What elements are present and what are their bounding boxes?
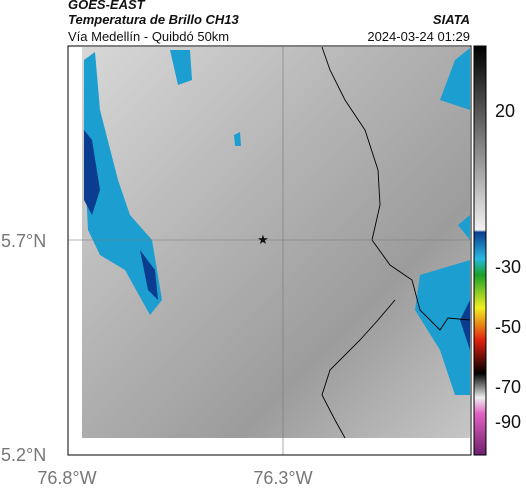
lon-label: 76.3°W xyxy=(253,468,312,488)
colorbar-label: -70 xyxy=(495,377,521,397)
cloud xyxy=(84,52,162,315)
cloud xyxy=(458,215,470,240)
cloud xyxy=(440,48,470,110)
lat-label: 5.2°N xyxy=(1,445,46,465)
cloud xyxy=(415,260,470,395)
colorbar-label: -90 xyxy=(495,412,521,432)
colorbar xyxy=(473,45,487,456)
subtitle: Vía Medellín - Quibdó 50km xyxy=(68,29,229,44)
title: Temperatura de Brillo CH13 xyxy=(68,12,240,27)
lat-label: 5.7°N xyxy=(1,231,46,251)
location-marker: ★ xyxy=(257,232,269,247)
colorbar-label: -30 xyxy=(495,257,521,277)
source: GOES-EAST xyxy=(68,0,146,12)
colorbar-label: -50 xyxy=(495,317,521,337)
cloud xyxy=(140,250,158,300)
lon-label: 76.8°W xyxy=(37,468,96,488)
timestamp: 2024-03-24 01:29 xyxy=(367,29,470,44)
cloud xyxy=(170,50,192,85)
cloud xyxy=(84,130,100,215)
map-frame xyxy=(67,45,472,456)
colorbar-label: 20 xyxy=(495,101,515,121)
brand: SIATA xyxy=(433,12,470,27)
cloud xyxy=(460,300,470,350)
cloud xyxy=(234,132,241,146)
